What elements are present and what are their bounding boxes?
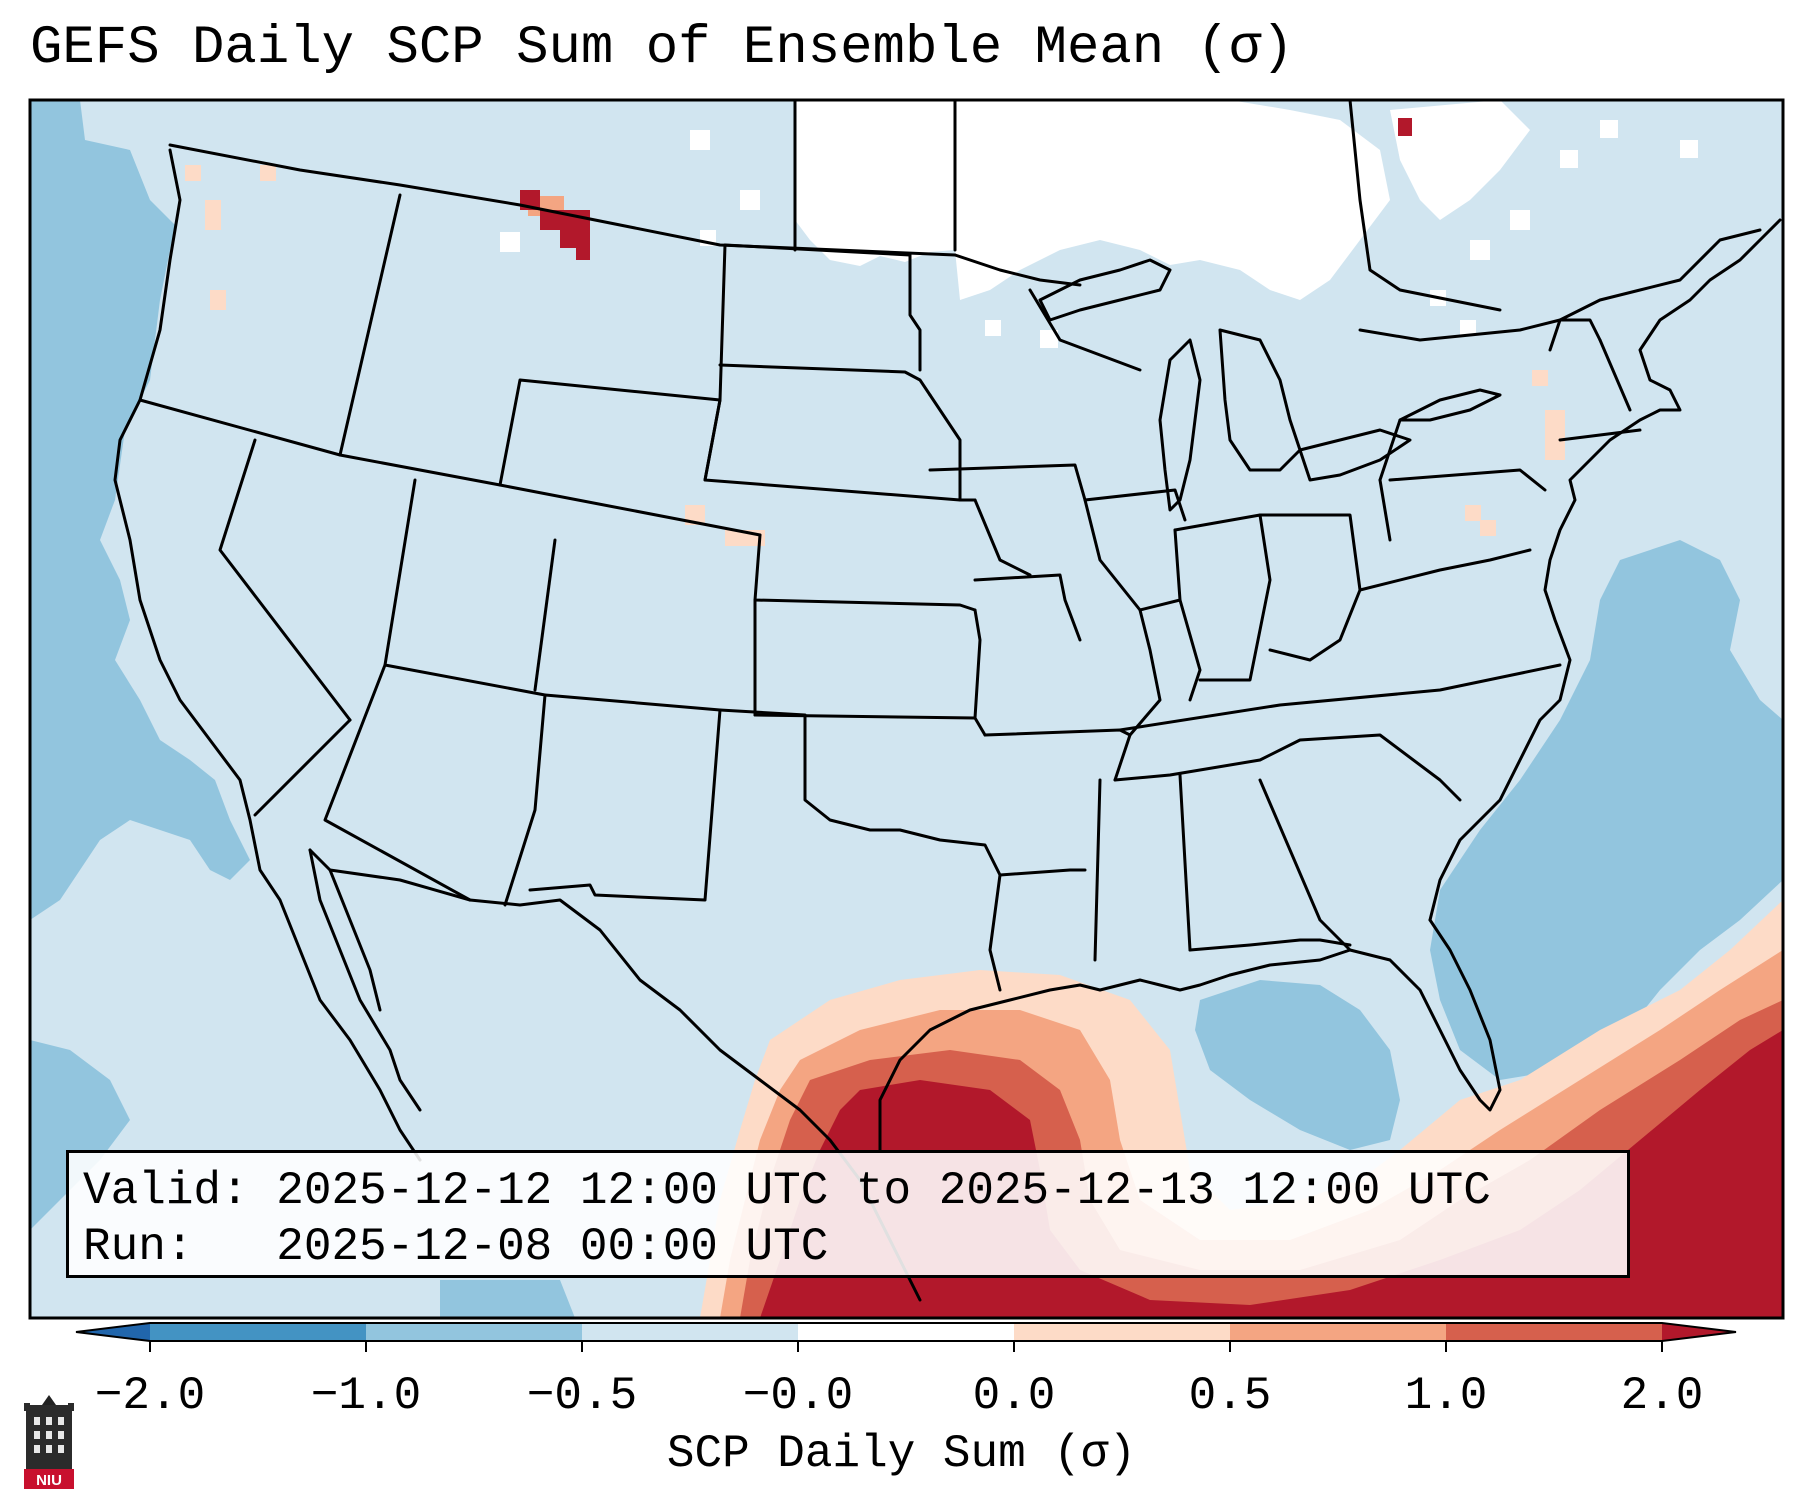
colorbar-bin [1014, 1323, 1230, 1341]
canada-white-region-north [1390, 100, 1530, 220]
map-title: GEFS Daily SCP Sum of Ensemble Mean (σ) [30, 18, 1294, 79]
colorbar-tick-label: −2.0 [95, 1370, 205, 1422]
colorbar-tick-label: 2.0 [1621, 1370, 1704, 1422]
logo-text: NIU [36, 1472, 62, 1489]
run-line: Run: 2025-12-08 00:00 UTC [83, 1221, 829, 1273]
colorbar-tick-label: 0.5 [1189, 1370, 1272, 1422]
colorbar-ticks [149, 1341, 1663, 1352]
canada-white-region-east [955, 100, 1390, 300]
colorbar: −2.0 −1.0 −0.5 −0.0 0.0 0.5 1.0 2.0 [75, 1322, 1737, 1422]
colorbar-label: SCP Daily Sum (σ) [666, 1428, 1137, 1480]
colorbar-tick-label: −0.0 [743, 1370, 853, 1422]
map-frame [28, 98, 1785, 1320]
map-panel [30, 100, 1783, 1318]
canada-white-region-west [795, 100, 955, 266]
boundary-lines [113, 100, 1782, 1302]
gulf-east-negative-region [1195, 980, 1400, 1150]
colorbar-tick-label: 1.0 [1405, 1370, 1488, 1422]
colorbar-extend-low [76, 1323, 150, 1341]
university-tower-icon: NIU [24, 1395, 74, 1489]
colorbar-bin [1230, 1323, 1446, 1341]
caribbean-negative-region [440, 1280, 575, 1318]
scattered-positive-cells [185, 118, 1565, 546]
pacific-negative-region [30, 100, 250, 920]
colorbar-tick-label: −0.5 [527, 1370, 637, 1422]
colorbar-tick-label: 0.0 [973, 1370, 1056, 1422]
colorbar-extend-high [1662, 1323, 1736, 1341]
colorbar-bin [366, 1323, 582, 1341]
colorbar-bin [798, 1323, 1014, 1341]
colorbar-bin [582, 1323, 798, 1341]
colorbar-bin [1446, 1323, 1662, 1341]
colorbar-tick-label: −1.0 [311, 1370, 421, 1422]
colorbar-bin [150, 1323, 366, 1341]
pacific-negative-south [30, 1040, 130, 1230]
atlantic-negative-region [1430, 540, 1783, 1080]
valid-line: Valid: 2025-12-12 12:00 UTC to 2025-12-1… [83, 1165, 1491, 1217]
valid-time-box: Valid: 2025-12-12 12:00 UTC to 2025-12-1… [66, 1150, 1630, 1278]
